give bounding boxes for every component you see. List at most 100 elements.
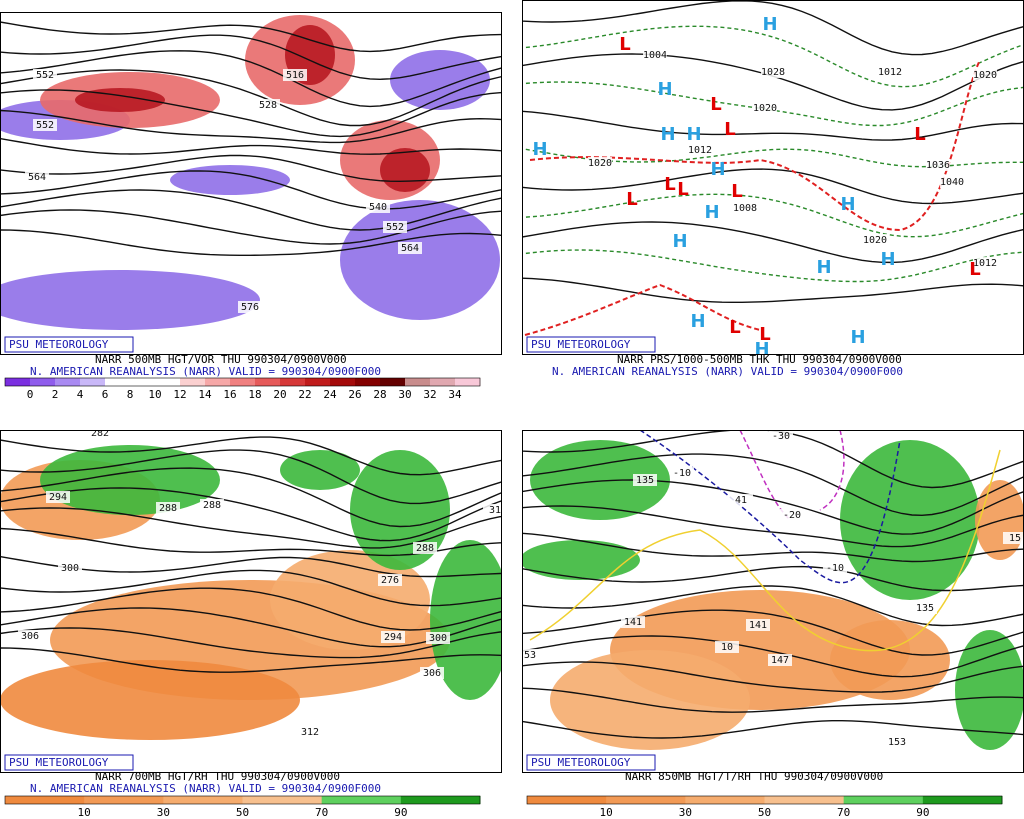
- low-pressure: L: [969, 259, 980, 280]
- contour-line: [522, 277, 1024, 303]
- subcaption: N. AMERICAN REANALYSIS (NARR) VALID = 99…: [30, 365, 381, 378]
- contour-line: [522, 532, 1024, 563]
- label-bg: [768, 654, 792, 666]
- contour-line: [522, 635, 1024, 678]
- contour-label: 135: [916, 603, 934, 614]
- contour-line: [522, 110, 1024, 141]
- label-bg: [733, 202, 757, 214]
- contour-label: 1020: [863, 235, 887, 246]
- badge: PSU METEOROLOGY: [531, 756, 631, 769]
- legend-swatch: [155, 378, 181, 386]
- contour-label: 312: [301, 727, 319, 738]
- contour-line: [522, 661, 1024, 693]
- label-bg: [878, 66, 902, 78]
- contour-label: 300: [429, 633, 447, 644]
- contour-line: [0, 34, 502, 81]
- label-bg: [715, 641, 739, 653]
- map-panel: 282 294 288 288 300 306 276 288 294 300 306 312 31 PS…: [0, 430, 502, 819]
- coastline: [90, 39, 452, 320]
- map-area: 1004 1028 1020 1012 1012 1020 1020 1036 1040 1008…: [522, 0, 1024, 355]
- contour-label: 41: [735, 495, 747, 506]
- label-bg: [238, 301, 262, 313]
- badge: PSU METEOROLOGY: [9, 756, 109, 769]
- contour-line: [522, 479, 1024, 535]
- label-bg: [670, 467, 694, 479]
- high-pressure: H: [672, 231, 687, 252]
- legend-label: 26: [348, 388, 361, 401]
- label-bg: [643, 49, 667, 61]
- low-pressure: L: [664, 174, 675, 195]
- contour-line: [0, 89, 502, 138]
- contour-label: 528: [259, 100, 277, 111]
- legend-label: 6: [102, 388, 109, 401]
- low-pressure: L: [731, 181, 742, 202]
- contour-label: 576: [241, 302, 259, 313]
- label-bg: [378, 574, 402, 586]
- legend-swatch: [455, 378, 481, 386]
- legend-label: 24: [323, 388, 337, 401]
- front: [524, 283, 761, 336]
- shaded-area: [40, 445, 220, 515]
- legend-label: 90: [916, 806, 929, 819]
- legend-swatch: [922, 796, 1003, 804]
- legend-swatch: [330, 378, 356, 386]
- label-bg: [298, 726, 322, 738]
- low-pressure: L: [759, 324, 770, 345]
- contour-line: [0, 647, 502, 673]
- caption: NARR 500MB HGT/VOR THU 990304/0900V000: [95, 353, 347, 366]
- label-bg: [588, 157, 612, 169]
- map-panel: 135 -10 41 -30 -20 -10 141 141 147 153 10 135 15 53 PS…: [522, 430, 1024, 819]
- legend-label: 14: [198, 388, 212, 401]
- contour-label: 31: [489, 505, 501, 516]
- legend-border: [526, 795, 1003, 805]
- legend-swatch: [80, 378, 106, 386]
- legend-label: 10: [600, 806, 613, 819]
- contour-line: [0, 170, 502, 210]
- legend-swatch: [242, 796, 323, 804]
- low-pressure: L: [619, 34, 630, 55]
- legend-swatch: [764, 796, 845, 804]
- contour-label: 294: [384, 632, 402, 643]
- label-bg: [420, 667, 444, 679]
- legend-label: 28: [373, 388, 386, 401]
- badge-box: [526, 754, 656, 771]
- contour-line: [0, 229, 502, 256]
- legend-label: 4: [77, 388, 84, 401]
- shaded-area: [522, 540, 640, 580]
- legend-swatch: [321, 796, 402, 804]
- caption: NARR 850MB HGT/T/RH THU 990304/0900V000: [625, 770, 883, 783]
- label-bg: [283, 69, 307, 81]
- shaded-area: [0, 270, 260, 330]
- high-pressure: H: [686, 124, 701, 145]
- legend-swatch: [255, 378, 281, 386]
- badge: PSU METEOROLOGY: [531, 338, 631, 351]
- isotherm: [739, 430, 845, 521]
- label-bg: [746, 619, 770, 631]
- contour-line: [0, 627, 502, 659]
- contour-label: 53: [524, 650, 536, 661]
- label-bg: [256, 99, 280, 111]
- legend-swatch: [355, 378, 381, 386]
- label-bg: [46, 491, 70, 503]
- map-panel: 1004 1028 1020 1012 1012 1020 1020 1036 1040 1008…: [522, 0, 1024, 378]
- label-bg: [366, 201, 390, 213]
- legend-label: 30: [157, 806, 170, 819]
- shaded-area: [0, 660, 300, 740]
- legend-swatch: [305, 378, 331, 386]
- label-bg: [973, 69, 997, 81]
- contour-label: 288: [416, 543, 434, 554]
- low-pressure: L: [626, 189, 637, 210]
- legend-swatch: [130, 378, 156, 386]
- legend-label: 22: [298, 388, 311, 401]
- contour-line: [522, 168, 1024, 205]
- label-bg: [940, 176, 964, 188]
- high-pressure: H: [704, 202, 719, 223]
- legend-label: 70: [315, 806, 328, 819]
- coastline: [90, 457, 452, 738]
- label-bg: [426, 632, 450, 644]
- contour-label: 135: [636, 475, 654, 486]
- shaded-area: [550, 650, 750, 750]
- legend-swatch: [84, 796, 164, 804]
- legend-label: 90: [394, 806, 407, 819]
- high-pressure: H: [660, 124, 675, 145]
